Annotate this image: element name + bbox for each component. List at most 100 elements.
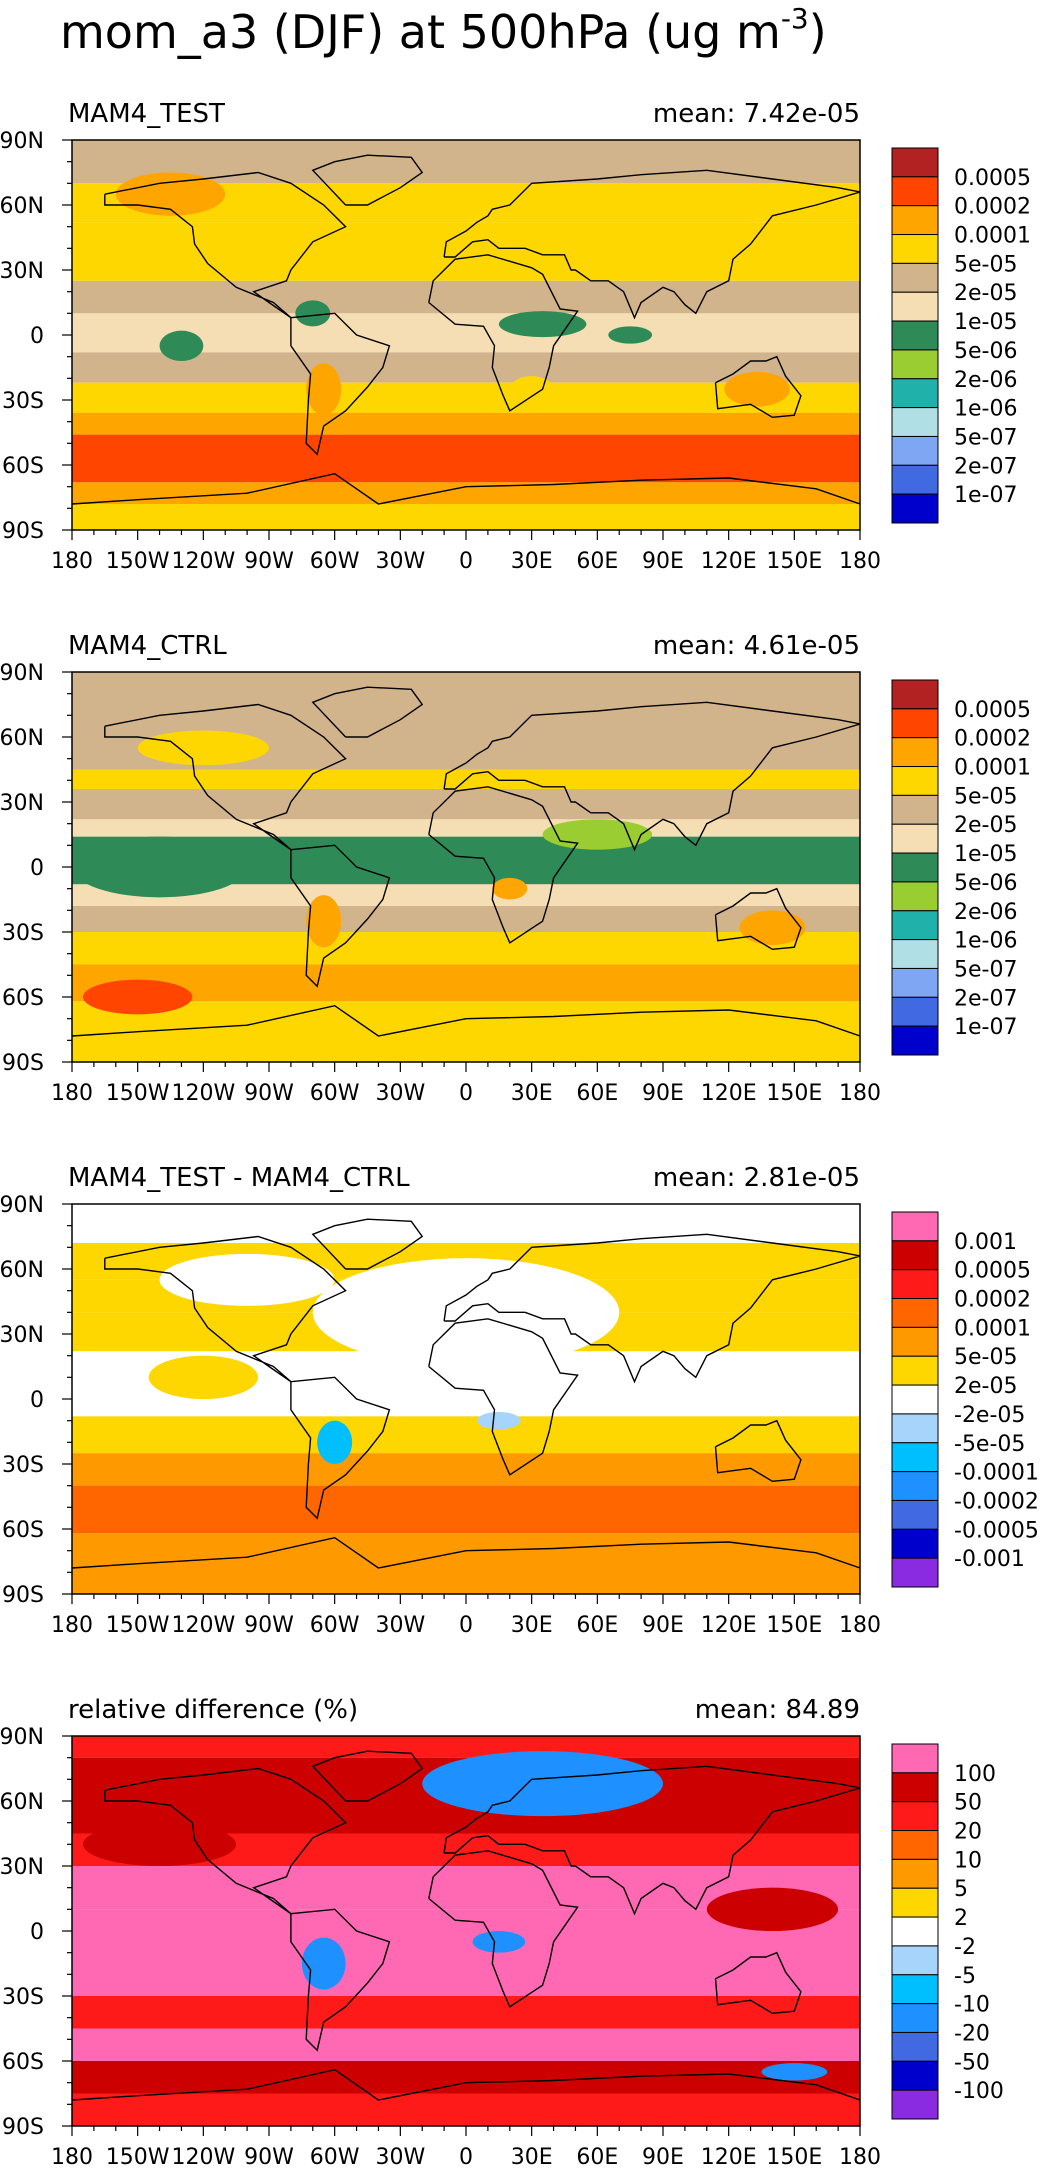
coastline-north-america <box>104 1235 347 1383</box>
contour-band <box>72 1561 860 1594</box>
colorbar-label: 5e-05 <box>954 252 1017 277</box>
colorbar-label: 1e-05 <box>954 842 1017 867</box>
colorbar-swatch <box>891 823 939 854</box>
map-field <box>72 1736 860 2126</box>
colorbar-label: 0.0005 <box>954 698 1031 723</box>
colorbar-swatch <box>891 1945 939 1976</box>
x-tick-label: 0 <box>459 1081 473 1106</box>
colorbar-label: 5e-05 <box>954 1345 1017 1370</box>
contour-patch <box>137 730 269 766</box>
contour-patch <box>295 300 331 327</box>
y-tick-label: 30N <box>0 791 44 816</box>
contour-patch <box>148 1355 259 1400</box>
contour-band <box>72 884 860 906</box>
colorbar-swatch <box>891 378 939 409</box>
coastline-south-america <box>290 1908 391 2052</box>
contour-patch <box>761 2063 828 2081</box>
colorbar-swatch <box>891 708 939 739</box>
y-tick-label: 90S <box>2 2115 44 2140</box>
x-tick-label: 90E <box>642 549 684 574</box>
x-tick-label: 180 <box>51 1613 93 1638</box>
colorbar-swatch <box>891 1025 939 1056</box>
contour-patch <box>115 172 226 216</box>
x-tick-label: 30E <box>511 1613 553 1638</box>
coastline-australia <box>714 1951 802 2015</box>
coastline-north-america <box>104 1767 347 1915</box>
y-tick-label: 0 <box>30 856 44 881</box>
y-tick-label: 60S <box>2 454 44 479</box>
panel-mean: mean: 84.89 <box>695 1695 860 1725</box>
figure-title-exponent: -3 <box>781 2 809 35</box>
contour-patch <box>159 330 204 362</box>
x-tick-label: 60E <box>576 1613 618 1638</box>
colorbar-swatch <box>891 1269 939 1300</box>
x-tick-label: 180 <box>51 2145 93 2170</box>
coastline-greenland <box>311 154 424 206</box>
contour-patch <box>422 1751 663 1817</box>
colorbar-swatch <box>891 1830 939 1860</box>
panel-label: MAM4_TEST - MAM4_CTRL <box>68 1163 410 1193</box>
y-tick-label: 30N <box>0 259 44 284</box>
x-tick-label: 30E <box>511 2145 553 2170</box>
figure-title-main: mom_a3 (DJF) at 500hPa (ug m <box>60 5 781 59</box>
panel-mean: mean: 2.81e-05 <box>653 1163 860 1193</box>
colorbar-swatch <box>891 234 939 264</box>
y-tick-label: 0 <box>30 1920 44 1945</box>
colorbar-swatch <box>891 205 939 236</box>
y-tick-label: 30S <box>2 389 44 414</box>
colorbar-label: 0.0002 <box>954 727 1031 752</box>
panel-mean: mean: 7.42e-05 <box>653 99 860 129</box>
contour-patch <box>82 1822 237 1867</box>
colorbar-label: 20 <box>954 1820 982 1845</box>
y-tick-label: 60S <box>2 986 44 1011</box>
colorbar-label: 2e-06 <box>954 900 1017 925</box>
panel-label: relative difference (%) <box>68 1695 358 1725</box>
x-tick-label: 90E <box>642 1613 684 1638</box>
colorbar-swatch <box>891 2060 939 2091</box>
colorbar-label: 5 <box>954 1877 968 1902</box>
colorbar: 0.001 0.0005 0.0002 0.0001 5e-05 2e-05 -2e-05 -… <box>891 1211 1039 1588</box>
colorbar-label: 1e-06 <box>954 397 1017 422</box>
x-tick-label: 120E <box>701 549 757 574</box>
contour-patch <box>739 910 806 946</box>
coastline-australia <box>714 1419 802 1483</box>
contour-patch <box>317 1420 353 1465</box>
colorbar-label: 2e-06 <box>954 368 1017 393</box>
colorbar-label: -10 <box>954 1993 990 2018</box>
colorbar-label: 5e-06 <box>954 339 1017 364</box>
colorbar: 100 50 20 10 5 2 -2 -5 -10 -20 -50 -100 <box>891 1743 1004 2120</box>
x-tick-label: 120E <box>701 2145 757 2170</box>
contour-band <box>72 1996 860 2029</box>
contour-patch <box>306 363 342 416</box>
y-tick-label: 30S <box>2 921 44 946</box>
colorbar-swatch <box>891 967 939 998</box>
y-tick-label: 0 <box>30 1388 44 1413</box>
colorbar-swatch <box>891 766 939 796</box>
x-tick-label: 30W <box>375 1081 425 1106</box>
panel-4: relative difference (%) mean: 84.89 180 150… <box>0 1695 1004 2170</box>
x-tick-label: 120E <box>701 1613 757 1638</box>
coastline-eurasia <box>443 1765 860 1916</box>
contour-band <box>72 1533 860 1562</box>
x-tick-label: 30E <box>511 1081 553 1106</box>
coastline-greenland <box>311 1218 424 1270</box>
colorbar-swatch <box>891 1974 939 2005</box>
x-tick-label: 90W <box>244 1081 294 1106</box>
y-tick-label: 60N <box>0 1790 44 1815</box>
x-tick-label: 180 <box>51 549 93 574</box>
colorbar-swatch <box>891 1384 939 1415</box>
coastline-south-america <box>290 1376 391 1520</box>
coastline-north-america <box>104 703 347 851</box>
colorbar-label: 0.0001 <box>954 1316 1031 1341</box>
contour-band <box>72 672 860 711</box>
colorbar-swatch <box>891 1355 939 1386</box>
contour-band <box>72 932 860 965</box>
colorbar-swatch <box>891 1858 939 1889</box>
figure-title-close: ) <box>809 5 827 59</box>
coastline-australia <box>714 355 802 419</box>
x-tick-label: 120W <box>171 1081 235 1106</box>
coastline-eurasia <box>443 1233 860 1384</box>
colorbar-swatch <box>891 291 939 322</box>
